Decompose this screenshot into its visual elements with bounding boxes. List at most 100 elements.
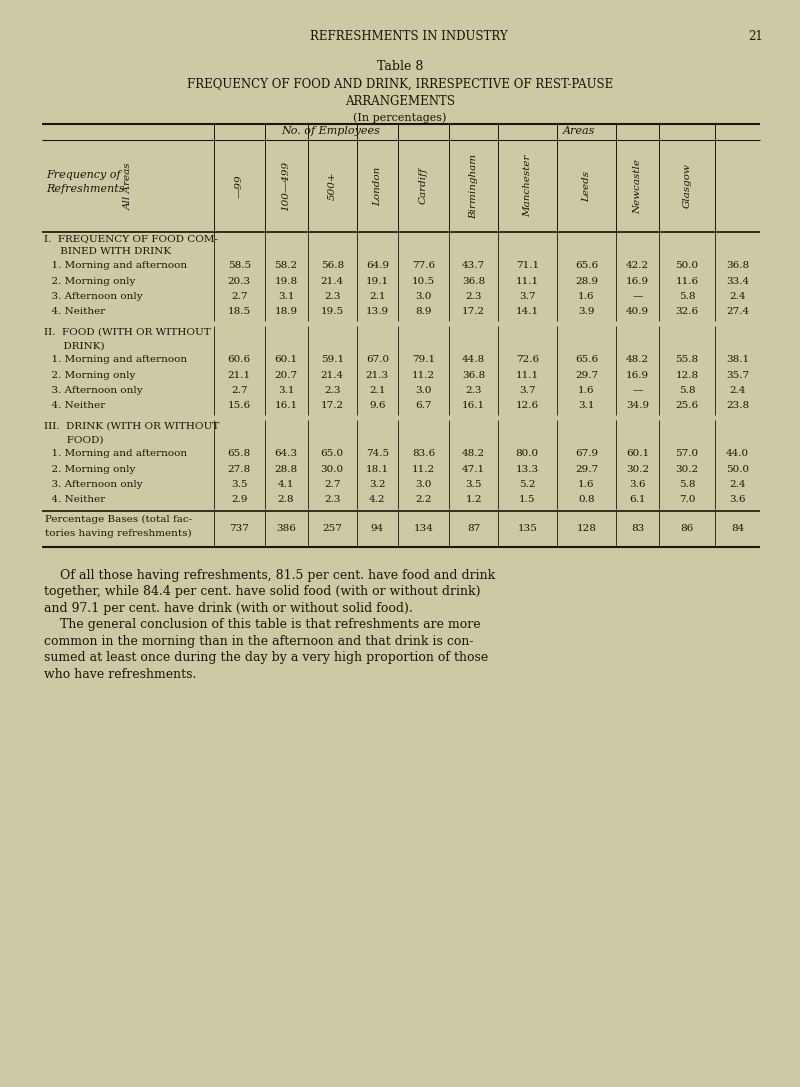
Text: 20.3: 20.3	[228, 276, 251, 286]
Text: 2. Morning only: 2. Morning only	[45, 464, 135, 474]
Text: All Areas: All Areas	[123, 162, 133, 210]
Text: 5.2: 5.2	[519, 480, 535, 489]
Text: 44.8: 44.8	[462, 355, 485, 364]
Text: 60.1: 60.1	[626, 449, 649, 458]
Text: 94: 94	[370, 524, 384, 534]
Text: London: London	[373, 166, 382, 205]
Text: 67.0: 67.0	[366, 355, 389, 364]
Text: 60.6: 60.6	[228, 355, 251, 364]
Text: 3. Afternoon only: 3. Afternoon only	[45, 292, 142, 301]
Text: 17.2: 17.2	[462, 308, 485, 316]
Text: 3.6: 3.6	[630, 480, 646, 489]
Text: Frequency of: Frequency of	[46, 170, 121, 180]
Text: 30.2: 30.2	[675, 464, 698, 474]
Text: 2.4: 2.4	[729, 292, 746, 301]
Text: 36.8: 36.8	[726, 261, 749, 270]
Text: 77.6: 77.6	[412, 261, 435, 270]
Text: 58.5: 58.5	[228, 261, 251, 270]
Text: common in the morning than in the afternoon and that drink is con-: common in the morning than in the aftern…	[44, 635, 474, 648]
Text: No. of Employees: No. of Employees	[282, 126, 381, 136]
Text: 3. Afternoon only: 3. Afternoon only	[45, 386, 142, 395]
Text: 65.0: 65.0	[321, 449, 344, 458]
Text: 3.2: 3.2	[369, 480, 386, 489]
Text: and 97.1 per cent. have drink (with or without solid food).: and 97.1 per cent. have drink (with or w…	[44, 601, 413, 614]
Text: 10.5: 10.5	[412, 276, 435, 286]
Text: 1. Morning and afternoon: 1. Morning and afternoon	[45, 449, 187, 458]
Text: 2.4: 2.4	[729, 480, 746, 489]
Text: 5.8: 5.8	[678, 386, 695, 395]
Text: 59.1: 59.1	[321, 355, 344, 364]
Text: 8.9: 8.9	[415, 308, 432, 316]
Text: 5.8: 5.8	[678, 480, 695, 489]
Text: 86: 86	[680, 524, 694, 534]
Text: Refreshments: Refreshments	[46, 184, 125, 193]
Text: —: —	[632, 292, 642, 301]
Text: 1.6: 1.6	[578, 480, 594, 489]
Text: I.  FREQUENCY OF FOOD COM-: I. FREQUENCY OF FOOD COM-	[44, 234, 218, 243]
Text: 135: 135	[518, 524, 538, 534]
Text: 33.4: 33.4	[726, 276, 749, 286]
Text: 1.6: 1.6	[578, 386, 594, 395]
Text: 1.6: 1.6	[578, 292, 594, 301]
Text: Glasgow: Glasgow	[682, 163, 691, 209]
Text: 48.2: 48.2	[462, 449, 485, 458]
Text: 18.5: 18.5	[228, 308, 251, 316]
Text: Percentage Bases (total fac-: Percentage Bases (total fac-	[45, 515, 192, 524]
Text: 58.2: 58.2	[274, 261, 298, 270]
Text: 257: 257	[322, 524, 342, 534]
Text: Areas: Areas	[562, 126, 595, 136]
Text: 2.1: 2.1	[369, 292, 386, 301]
Text: 64.3: 64.3	[274, 449, 298, 458]
Text: 19.1: 19.1	[366, 276, 389, 286]
Text: BINED WITH DRINK: BINED WITH DRINK	[44, 248, 171, 257]
Text: 3.0: 3.0	[415, 480, 432, 489]
Text: 6.1: 6.1	[630, 496, 646, 504]
Text: 2.4: 2.4	[729, 386, 746, 395]
Text: 87: 87	[467, 524, 480, 534]
Text: 13.9: 13.9	[366, 308, 389, 316]
Text: 2.7: 2.7	[324, 480, 341, 489]
Text: 43.7: 43.7	[462, 261, 485, 270]
Text: Cardiff: Cardiff	[419, 167, 428, 204]
Text: 11.1: 11.1	[516, 276, 539, 286]
Text: 4. Neither: 4. Neither	[45, 496, 106, 504]
Text: 3.1: 3.1	[578, 401, 594, 411]
Text: 3. Afternoon only: 3. Afternoon only	[45, 480, 142, 489]
Text: 74.5: 74.5	[366, 449, 389, 458]
Text: 2.7: 2.7	[231, 386, 247, 395]
Text: 83: 83	[631, 524, 644, 534]
Text: 2.3: 2.3	[466, 292, 482, 301]
Text: —: —	[632, 386, 642, 395]
Text: 9.6: 9.6	[369, 401, 386, 411]
Text: 20.7: 20.7	[274, 371, 298, 379]
Text: 38.1: 38.1	[726, 355, 749, 364]
Text: The general conclusion of this table is that refreshments are more: The general conclusion of this table is …	[44, 619, 481, 632]
Text: 0.8: 0.8	[578, 496, 594, 504]
Text: 17.2: 17.2	[321, 401, 344, 411]
Text: 737: 737	[230, 524, 249, 534]
Text: 28.9: 28.9	[575, 276, 598, 286]
Text: 29.7: 29.7	[575, 371, 598, 379]
Text: 23.8: 23.8	[726, 401, 749, 411]
Text: 16.1: 16.1	[274, 401, 298, 411]
Text: 3.0: 3.0	[415, 386, 432, 395]
Text: 3.1: 3.1	[278, 386, 294, 395]
Text: 27.4: 27.4	[726, 308, 749, 316]
Text: 21.4: 21.4	[321, 276, 344, 286]
Text: Newcastle: Newcastle	[633, 159, 642, 213]
Text: Manchester: Manchester	[523, 154, 532, 217]
Text: 64.9: 64.9	[366, 261, 389, 270]
Text: Of all those having refreshments, 81.5 per cent. have food and drink: Of all those having refreshments, 81.5 p…	[44, 569, 495, 582]
Text: 16.9: 16.9	[626, 276, 649, 286]
Text: 3.1: 3.1	[278, 292, 294, 301]
Text: 14.1: 14.1	[516, 308, 539, 316]
Text: 500+: 500+	[328, 172, 337, 200]
Text: 3.5: 3.5	[231, 480, 247, 489]
Text: 3.7: 3.7	[519, 292, 535, 301]
Text: 32.6: 32.6	[675, 308, 698, 316]
Text: 35.7: 35.7	[726, 371, 749, 379]
Text: 15.6: 15.6	[228, 401, 251, 411]
Text: 13.3: 13.3	[516, 464, 539, 474]
Text: 28.8: 28.8	[274, 464, 298, 474]
Text: 29.7: 29.7	[575, 464, 598, 474]
